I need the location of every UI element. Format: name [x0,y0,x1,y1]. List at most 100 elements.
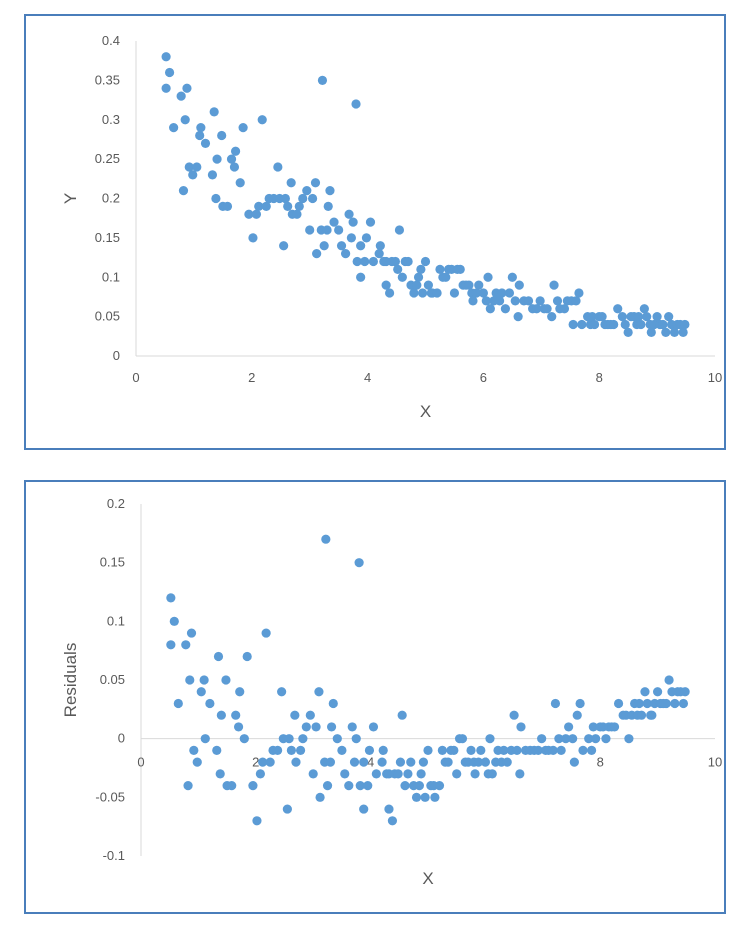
data-point [261,628,271,638]
data-point [332,734,342,744]
data-point [507,272,517,282]
data-point [550,698,561,709]
data-point [646,327,656,337]
data-point [364,745,375,755]
data-point [212,745,222,755]
data-point [166,593,176,603]
data-point [244,209,254,219]
data-point [302,186,312,196]
data-point [416,769,426,779]
data-point [169,616,179,626]
data-point [414,781,424,791]
data-point [487,769,497,779]
data-point [337,745,347,755]
data-point [286,745,296,755]
y-tick-label: 0.3 [102,112,120,127]
data-point [406,757,416,767]
scatter-chart-residuals-vs-x: 0246810-0.1-0.0500.050.10.150.2XResidual… [61,496,722,888]
data-point [258,757,268,767]
data-point [397,710,407,720]
data-point [474,280,484,290]
data-point [349,757,360,767]
data-point [248,233,258,243]
y-tick-label: -0.1 [103,848,125,863]
data-point [273,745,283,755]
data-point [222,201,233,211]
data-point [572,710,582,720]
data-point [284,734,294,744]
data-point [613,304,623,314]
data-point [365,217,376,227]
data-point [323,201,333,211]
data-point [636,710,647,720]
data-point [252,816,262,826]
data-point [359,757,369,767]
data-point [535,296,545,306]
data-point [164,67,175,78]
data-point [319,241,329,251]
data-point [515,769,525,779]
data-point [613,698,624,709]
data-point [678,698,689,709]
data-point [658,319,668,330]
data-point [586,745,597,755]
data-point [340,249,351,259]
data-point [315,792,325,802]
data-point [476,745,486,755]
data-point [183,781,193,791]
data-point [504,288,515,298]
data-point [416,264,426,274]
data-point [221,675,231,685]
data-point [513,312,523,322]
data-point [652,312,662,322]
data-point [186,628,197,638]
x-tick-label: 4 [364,370,371,385]
data-point [286,178,296,188]
data-point [678,327,688,337]
data-point [554,734,564,744]
data-point [295,745,306,755]
data-point [180,115,190,125]
data-point [449,288,460,298]
data-point [308,769,318,779]
data-point [502,757,512,767]
data-point [547,312,557,322]
data-point [178,186,189,196]
data-point [217,130,227,141]
data-point [257,115,267,125]
data-point [344,209,354,219]
data-point [568,734,578,744]
data-point [394,225,405,235]
x-tick-label: 0 [137,755,144,770]
data-point [640,687,650,697]
data-point [328,698,338,709]
data-point [207,170,218,180]
data-point [368,256,378,267]
data-point [273,162,283,172]
data-point [161,52,171,62]
data-point [403,256,413,267]
data-point [664,675,674,685]
x-tick-label: 4 [367,755,374,770]
x-tick-label: 10 [708,755,722,770]
x-tick-label: 2 [248,370,255,385]
data-point [403,769,413,779]
data-point [499,745,509,755]
data-point [470,769,480,779]
data-point [317,75,328,85]
data-point [361,233,372,243]
data-point [161,83,171,93]
data-point [346,233,356,243]
data-point [455,264,465,274]
data-point [564,722,574,732]
data-point [355,781,365,791]
data-point [623,327,633,337]
data-point [574,288,584,298]
y-tick-label: 0 [118,731,125,746]
data-point [512,745,522,755]
data-point [495,296,505,306]
data-point [242,651,252,662]
data-point [377,757,387,767]
data-point [385,288,395,298]
y-axis-title: Y [61,193,80,204]
